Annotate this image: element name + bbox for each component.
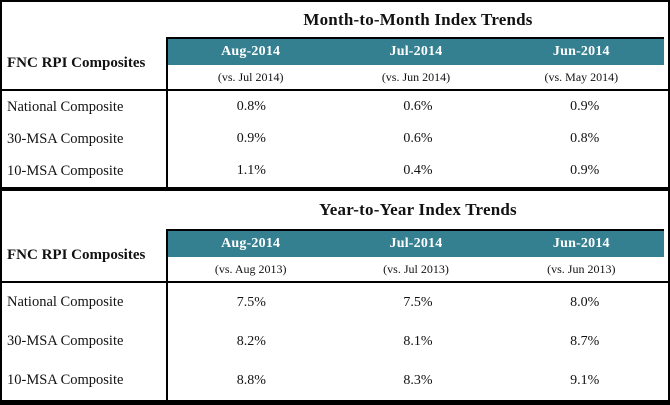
table-row: 10-MSA Composite 8.8% 8.3% 9.1%	[2, 361, 668, 400]
table-title: Month-to-Month Index Trends	[303, 9, 533, 29]
value-cell: 0.8%	[570, 131, 600, 146]
column-subheader-row: (vs. Jul 2014) (vs. Jun 2014) (vs. May 2…	[168, 65, 664, 89]
value-cell: 8.3%	[403, 372, 433, 388]
column-headers: Aug-2014 Jul-2014 Jun-2014 (vs. Jul 2014…	[168, 37, 668, 89]
year-to-year-table: Year-to-Year Index Trends FNC RPI Compos…	[0, 189, 670, 405]
table-row: National Composite 7.5% 7.5% 8.0%	[2, 283, 668, 322]
column-header: Aug-2014	[221, 44, 281, 59]
value-cell: 8.1%	[403, 333, 433, 349]
value-cell: 0.4%	[403, 163, 433, 178]
row-label: 10-MSA Composite	[2, 155, 168, 187]
column-headers: Aug-2014 Jul-2014 Jun-2014 (vs. Aug 2013…	[168, 229, 668, 281]
column-header: Jun-2014	[552, 236, 610, 251]
table-row: 30-MSA Composite 8.2% 8.1% 8.7%	[2, 322, 668, 361]
table-header: FNC RPI Composites Aug-2014 Jul-2014 Jun…	[2, 37, 668, 91]
value-cell: 9.1%	[570, 372, 600, 388]
column-subheader: (vs. Jul 2013)	[383, 261, 449, 276]
column-subheader: (vs. Jun 2013)	[547, 261, 616, 276]
value-cell: 0.9%	[570, 99, 600, 114]
value-cell: 8.7%	[570, 333, 600, 349]
title-row: Year-to-Year Index Trends	[2, 191, 668, 229]
column-header: Aug-2014	[221, 236, 281, 251]
table-row: National Composite 0.8% 0.6% 0.9%	[2, 91, 668, 123]
column-subheader: (vs. Jul 2014)	[217, 69, 284, 84]
column-subheader-row: (vs. Aug 2013) (vs. Jul 2013) (vs. Jun 2…	[168, 257, 664, 281]
table-body: National Composite 7.5% 7.5% 8.0% 30-MSA…	[2, 283, 668, 400]
value-cell: 8.8%	[236, 372, 266, 388]
title-row-spacer	[2, 191, 168, 229]
value-cell: 0.9%	[236, 131, 266, 146]
title-row: Month-to-Month Index Trends	[2, 2, 668, 37]
column-subheader: (vs. May 2014)	[544, 69, 619, 84]
column-subheader: (vs. Aug 2013)	[214, 261, 287, 276]
column-subheader: (vs. Jun 2014)	[381, 69, 451, 84]
row-label: 10-MSA Composite	[2, 361, 168, 400]
row-label: National Composite	[2, 283, 168, 322]
value-cell: 0.9%	[570, 163, 600, 178]
table-header: FNC RPI Composites Aug-2014 Jul-2014 Jun…	[2, 229, 668, 283]
value-cell: 7.5%	[403, 294, 433, 310]
table-row: 30-MSA Composite 0.9% 0.6% 0.8%	[2, 123, 668, 155]
value-cell: 0.8%	[236, 99, 266, 114]
table-row: 10-MSA Composite 1.1% 0.4% 0.9%	[2, 155, 668, 187]
column-header: Jun-2014	[552, 44, 610, 59]
row-label: 30-MSA Composite	[2, 123, 168, 155]
row-header: FNC RPI Composites	[2, 229, 168, 281]
value-cell: 0.6%	[403, 99, 433, 114]
table-title: Year-to-Year Index Trends	[319, 200, 517, 219]
table-body: National Composite 0.8% 0.6% 0.9% 30-MSA…	[2, 91, 668, 187]
column-header-band: Aug-2014 Jul-2014 Jun-2014	[168, 37, 664, 65]
row-header: FNC RPI Composites	[2, 37, 168, 89]
value-cell: 0.6%	[403, 131, 433, 146]
row-label: National Composite	[2, 91, 168, 123]
column-header: Jul-2014	[389, 44, 443, 59]
month-to-month-table: Month-to-Month Index Trends FNC RPI Comp…	[0, 0, 670, 189]
value-cell: 8.2%	[236, 333, 266, 349]
column-header: Jul-2014	[389, 236, 443, 251]
row-label: 30-MSA Composite	[2, 322, 168, 361]
value-cell: 1.1%	[236, 163, 266, 178]
title-row-spacer	[2, 2, 168, 37]
column-header-band: Aug-2014 Jul-2014 Jun-2014	[168, 229, 664, 257]
value-cell: 7.5%	[236, 294, 266, 310]
value-cell: 8.0%	[570, 294, 600, 310]
